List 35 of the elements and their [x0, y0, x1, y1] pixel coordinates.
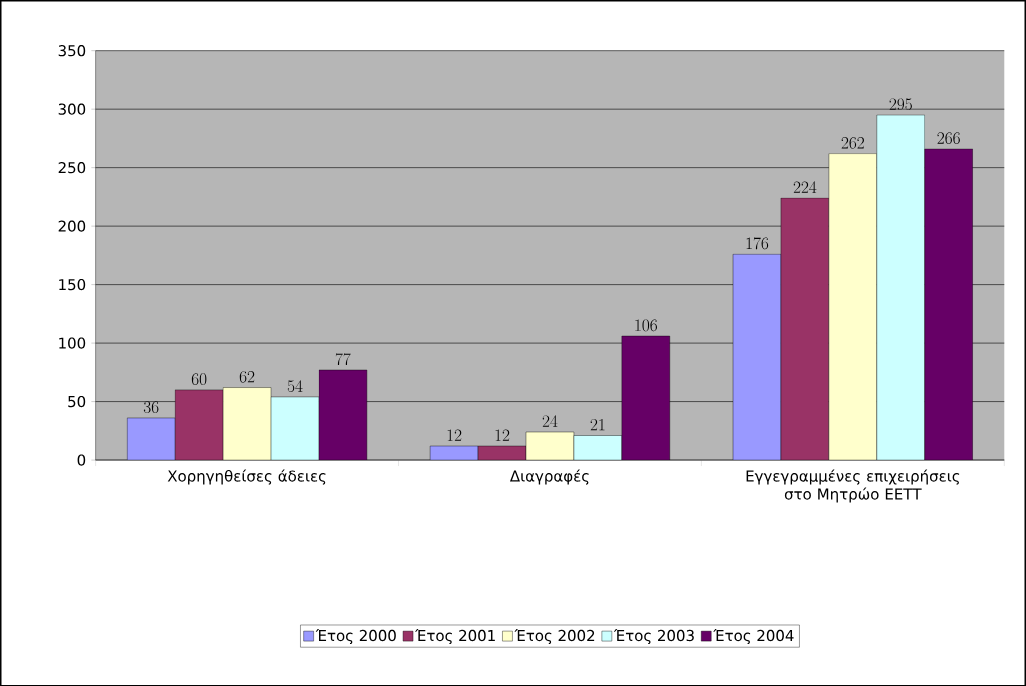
data-label: 54	[287, 379, 303, 392]
data-label: 106	[635, 319, 657, 331]
y-tick-label: 350	[58, 44, 86, 57]
legend-label: Έτος 2002	[514, 628, 595, 644]
data-label: 77	[335, 352, 351, 365]
data-label: 262	[841, 136, 864, 149]
data-label: 36	[143, 401, 159, 413]
data-label: 12	[495, 429, 510, 441]
bar	[222, 387, 272, 460]
data-label: 21	[590, 418, 605, 431]
y-tick-label: 200	[58, 220, 86, 232]
y-tick-label: 150	[59, 278, 86, 291]
y-tick-label: 250	[58, 161, 86, 174]
bar	[174, 389, 224, 460]
y-tick-label: 100	[59, 337, 86, 349]
bar	[780, 197, 830, 460]
y-tick-label: 50	[68, 395, 86, 408]
data-label: 60	[191, 373, 207, 385]
data-label: 176	[746, 237, 769, 250]
bar	[828, 153, 878, 460]
x-tick-label: Διαγραφές	[509, 469, 589, 485]
legend-label: Έτος 2001	[415, 628, 495, 644]
legend-label: Έτος 2003	[613, 628, 694, 644]
x-tick-label: Εγγεγραμμένες επιχειρήσεις στο Μητρώο ΕΕΤΤ	[746, 469, 960, 503]
data-label: 266	[937, 132, 960, 144]
x-tick-label: Χορηγηθείσες άδειες	[167, 469, 326, 485]
legend-label: Έτος 2004	[713, 628, 794, 644]
y-tick-label: 300	[58, 103, 86, 115]
data-label: 224	[793, 181, 817, 193]
data-label: 295	[889, 98, 912, 110]
data-label: 24	[542, 415, 558, 427]
data-label: 12	[447, 429, 462, 441]
data-label: 62	[239, 370, 255, 383]
legend-label: Έτος 2000	[315, 628, 396, 644]
y-tick-label: 0	[77, 454, 86, 466]
